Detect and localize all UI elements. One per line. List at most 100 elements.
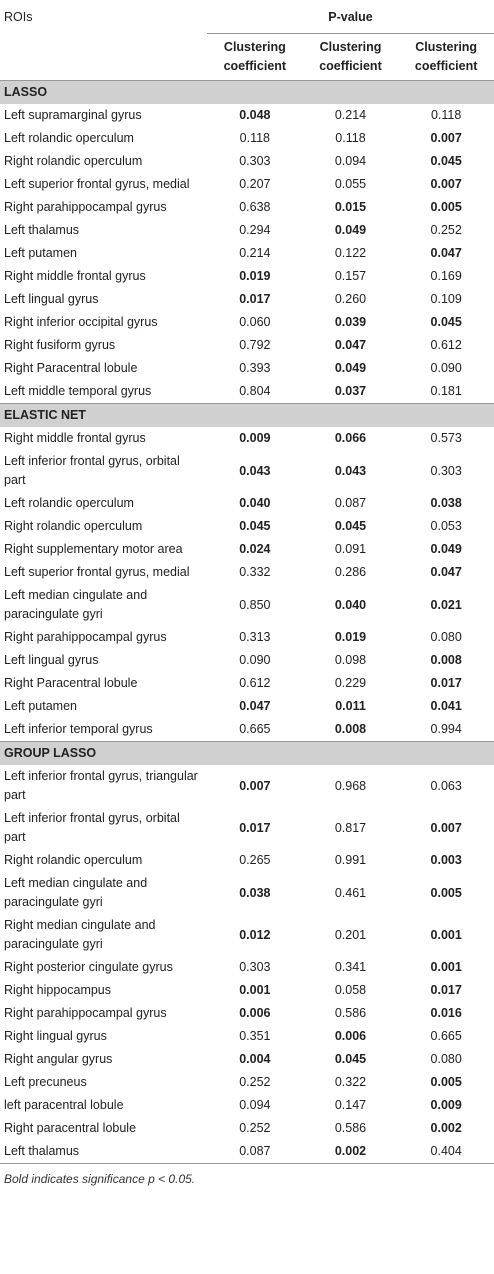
data-row: Left rolandic operculum 0.040 0.087 0.038 [0, 492, 494, 515]
roi-cell: Left putamen [4, 699, 77, 713]
data-row: Left inferior frontal gyrus, orbital par… [0, 450, 494, 492]
p-value-label: P-value [328, 10, 373, 24]
roi-cell: Left inferior temporal gyrus [4, 722, 153, 736]
roi-cell: Left putamen [4, 246, 77, 260]
value-cell: 0.043 [239, 463, 271, 478]
value-cell: 0.007 [239, 778, 271, 793]
roi-cell: Left inferior frontal gyrus, orbital par… [4, 811, 180, 844]
value-cell: 0.015 [334, 200, 367, 214]
header-row: ROIs P-value [0, 0, 494, 34]
value-cell: 0.008 [334, 722, 367, 736]
value-cell: 0.037 [334, 384, 367, 398]
value-cell: 0.001 [430, 927, 462, 942]
data-row: Left middle temporal gyrus 0.804 0.037 0.18… [0, 380, 494, 404]
value-cell: 0.214 [239, 246, 271, 260]
value-cell: 0.005 [430, 885, 462, 900]
data-row: Left inferior frontal gyrus, triangular … [0, 765, 494, 807]
roi-cell: Left median cingulate and paracingulate … [4, 588, 148, 621]
value-cell: 0.094 [334, 154, 367, 168]
data-row: Right middle frontal gyrus 0.019 0.157 0.16… [0, 265, 494, 288]
section-row: GROUP LASSO [0, 741, 494, 765]
section-row: ELASTIC NET [0, 403, 494, 427]
data-row: Right angular gyrus 0.004 0.045 0.080 [0, 1048, 494, 1071]
data-row: Left lingual gyrus 0.090 0.098 0.008 [0, 649, 494, 672]
data-row: Left putamen 0.047 0.011 0.041 [0, 695, 494, 718]
data-row: Left lingual gyrus 0.017 0.260 0.109 [0, 288, 494, 311]
value-cell: 0.002 [302, 1140, 399, 1164]
roi-cell: Right rolandic operculum [4, 154, 143, 168]
value-cell: 0.286 [334, 565, 367, 579]
roi-cell: Left superior frontal gyrus, medial [4, 565, 190, 579]
value-cell: 0.007 [430, 820, 462, 835]
value-cell: 0.019 [239, 269, 271, 283]
value-cell: 0.080 [430, 1052, 462, 1066]
data-row: Right parahippocampal gyrus 0.006 0.586 0.0… [0, 1002, 494, 1025]
value-cell: 0.047 [430, 246, 462, 260]
section-title: GROUP LASSO [0, 741, 494, 765]
value-cell: 0.066 [334, 431, 367, 445]
data-row: Right Paracentral lobule 0.612 0.229 0.017 [0, 672, 494, 695]
roi-cell: Right angular gyrus [4, 1052, 113, 1066]
value-cell: 0.332 [239, 565, 271, 579]
empty-cell [0, 33, 207, 81]
footnote: Bold indicates significance p < 0.05. [4, 1172, 196, 1186]
section-title: ELASTIC NET [0, 403, 494, 427]
value-cell: 0.147 [334, 1098, 367, 1112]
value-cell: 0.039 [334, 315, 367, 329]
value-cell: 0.118 [239, 131, 270, 145]
value-cell: 0.017 [239, 820, 271, 835]
roi-cell: Right parahippocampal gyrus [4, 200, 167, 214]
value-cell: 0.098 [334, 653, 367, 667]
value-cell: 0.012 [239, 927, 271, 942]
value-cell: 0.053 [430, 519, 462, 533]
value-cell: 0.017 [430, 676, 462, 690]
value-cell: 0.817 [334, 820, 367, 835]
value-cell: 0.087 [207, 1140, 303, 1164]
value-cell: 0.252 [430, 223, 462, 237]
value-cell: 0.045 [430, 154, 462, 168]
value-cell: 0.045 [334, 1052, 367, 1066]
data-row: Right fusiform gyrus 0.792 0.047 0.612 [0, 334, 494, 357]
value-cell: 0.118 [430, 108, 462, 122]
group-header: P-value [207, 0, 494, 34]
value-cell: 0.007 [430, 131, 462, 145]
value-cell: 0.181 [430, 384, 462, 398]
value-cell: 0.009 [239, 431, 271, 445]
value-cell: 0.005 [430, 1075, 462, 1089]
value-cell: 0.017 [430, 983, 462, 997]
value-cell: 0.049 [334, 223, 367, 237]
data-row: Right hippocampus 0.001 0.058 0.017 [0, 979, 494, 1002]
value-cell: 0.094 [239, 1098, 271, 1112]
value-cell: 0.087 [334, 496, 367, 510]
value-cell: 0.968 [334, 778, 367, 793]
value-cell: 0.001 [239, 983, 271, 997]
value-cell: 0.612 [430, 338, 462, 352]
data-row: Right posterior cingulate gyrus 0.303 0.34… [0, 956, 494, 979]
value-cell: 0.038 [239, 885, 271, 900]
value-cell: 0.313 [239, 630, 271, 644]
data-row: Left superior frontal gyrus, medial 0.207… [0, 173, 494, 196]
roi-cell: Left lingual gyrus [4, 653, 99, 667]
roi-cell: Right paracentral lobule [4, 1121, 137, 1135]
data-row: Left superior frontal gyrus, medial 0.332… [0, 561, 494, 584]
value-cell: 0.090 [239, 653, 271, 667]
roi-cell: Right median cingulate and paracingulate… [4, 918, 156, 951]
roi-cell: Left middle temporal gyrus [4, 384, 152, 398]
roi-cell: Left lingual gyrus [4, 292, 99, 306]
value-cell: 0.007 [430, 177, 462, 191]
roi-cell: Left precuneus [4, 1075, 87, 1089]
column-header-row: Clustering coefficient Clustering coeffi… [0, 33, 494, 81]
roi-cell: Left rolandic operculum [4, 131, 134, 145]
results-table: ROIs P-value Clustering coefficient Clus… [0, 0, 494, 1164]
value-cell: 0.252 [239, 1075, 271, 1089]
value-cell: 0.404 [398, 1140, 494, 1164]
roi-cell: Left thalamus [0, 1140, 207, 1164]
data-row: Right median cingulate and paracingulate… [0, 914, 494, 956]
roi-cell: Right supplementary motor area [4, 542, 183, 556]
value-cell: 0.090 [430, 361, 462, 375]
value-cell: 0.047 [430, 565, 462, 579]
value-cell: 0.351 [239, 1029, 271, 1043]
data-row: Left inferior frontal gyrus, orbital par… [0, 807, 494, 849]
value-cell: 0.016 [430, 1006, 462, 1020]
